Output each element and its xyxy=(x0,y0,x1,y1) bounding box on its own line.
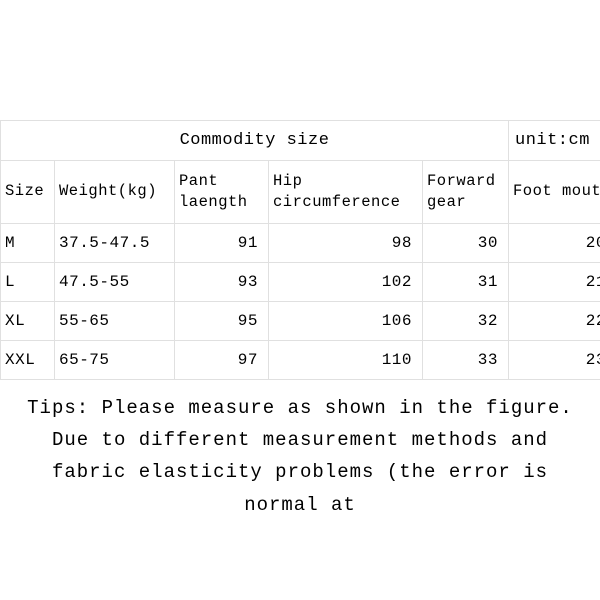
cell-size: XL xyxy=(1,301,55,340)
cell-forward-gear: 30 xyxy=(423,223,509,262)
col-pant-length: Pant laength xyxy=(175,161,269,224)
table-row: L 47.5-55 93 102 31 21 xyxy=(1,262,600,301)
cell-foot-mouth: 21 xyxy=(509,262,600,301)
cell-size: L xyxy=(1,262,55,301)
col-hip: Hip circumference xyxy=(269,161,423,224)
cell-pant-length: 95 xyxy=(175,301,269,340)
header-commodity-size: Commodity size xyxy=(1,121,509,161)
cell-hip: 102 xyxy=(269,262,423,301)
col-foot-mouth: Foot mouth xyxy=(509,161,600,224)
table-header-row-2: Size Weight(kg) Pant laength Hip circumf… xyxy=(1,161,600,224)
table-row: XXL 65-75 97 110 33 23 xyxy=(1,340,600,379)
table-row: XL 55-65 95 106 32 22 xyxy=(1,301,600,340)
tips-text: Tips: Please measure as shown in the fig… xyxy=(0,380,600,531)
col-weight: Weight(kg) xyxy=(55,161,175,224)
size-chart-wrapper: Commodity size unit:cm Size Weight(kg) P… xyxy=(0,0,600,600)
table-row: M 37.5-47.5 91 98 30 20 xyxy=(1,223,600,262)
header-unit: unit:cm xyxy=(509,121,600,161)
cell-foot-mouth: 23 xyxy=(509,340,600,379)
cell-forward-gear: 33 xyxy=(423,340,509,379)
cell-forward-gear: 31 xyxy=(423,262,509,301)
cell-forward-gear: 32 xyxy=(423,301,509,340)
cell-hip: 106 xyxy=(269,301,423,340)
col-forward-gear: Forward gear xyxy=(423,161,509,224)
col-size: Size xyxy=(1,161,55,224)
cell-pant-length: 91 xyxy=(175,223,269,262)
cell-size: XXL xyxy=(1,340,55,379)
cell-pant-length: 97 xyxy=(175,340,269,379)
cell-hip: 110 xyxy=(269,340,423,379)
cell-pant-length: 93 xyxy=(175,262,269,301)
cell-hip: 98 xyxy=(269,223,423,262)
cell-foot-mouth: 22 xyxy=(509,301,600,340)
cell-weight: 37.5-47.5 xyxy=(55,223,175,262)
cell-weight: 65-75 xyxy=(55,340,175,379)
table-header-row-1: Commodity size unit:cm xyxy=(1,121,600,161)
cell-weight: 47.5-55 xyxy=(55,262,175,301)
cell-size: M xyxy=(1,223,55,262)
cell-foot-mouth: 20 xyxy=(509,223,600,262)
cell-weight: 55-65 xyxy=(55,301,175,340)
size-chart-table: Commodity size unit:cm Size Weight(kg) P… xyxy=(0,120,600,380)
